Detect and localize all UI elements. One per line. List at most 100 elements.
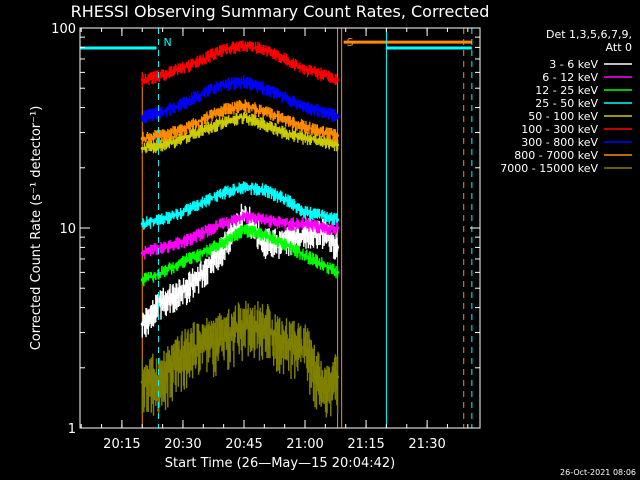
data-point — [336, 115, 340, 119]
data-point — [161, 134, 165, 138]
data-point — [161, 143, 165, 147]
data-point — [181, 137, 185, 141]
data-point — [201, 251, 205, 255]
data-point — [140, 380, 144, 384]
data-point — [283, 57, 287, 61]
series-50-100-kev — [140, 111, 340, 154]
x-axis-label: Start Time (26—May—15 20:04:42) — [165, 456, 395, 471]
data-point — [323, 214, 327, 218]
data-point — [303, 106, 307, 110]
series-12-25-kev — [140, 224, 340, 287]
data-point — [242, 214, 246, 218]
data-point — [181, 101, 185, 105]
data-point — [262, 218, 266, 222]
data-point — [336, 226, 340, 230]
marker-label: N — [164, 36, 172, 49]
data-point — [283, 131, 287, 135]
data-point — [323, 73, 327, 77]
data-point — [242, 185, 246, 189]
data-point — [222, 222, 226, 226]
data-point — [201, 128, 205, 132]
data-point — [161, 375, 165, 379]
data-point — [303, 346, 307, 350]
data-point — [283, 340, 287, 344]
y-axis-label: Corrected Count Rate (s⁻¹ detector⁻¹) — [29, 106, 44, 351]
legend-label: 800 - 7000 keV — [514, 149, 598, 162]
data-point — [323, 131, 327, 135]
series-800-7000-kev — [140, 99, 340, 145]
legend-header-attenuator: Att 0 — [606, 41, 632, 54]
data-point — [201, 57, 205, 61]
data-point — [262, 110, 266, 114]
x-tick-label: 20:30 — [164, 437, 201, 452]
y-tick-label: 1 — [68, 422, 76, 437]
data-point — [222, 108, 226, 112]
data-point — [303, 68, 307, 72]
legend-label: 6 - 12 keV — [542, 71, 598, 84]
data-point — [181, 240, 185, 244]
y-axis-ticks: 1 10 100 — [51, 22, 480, 437]
data-point — [222, 240, 226, 244]
data-point — [323, 263, 327, 267]
data-point — [262, 232, 266, 236]
data-point — [242, 80, 246, 84]
data-point — [181, 210, 185, 214]
data-point — [201, 340, 205, 344]
legend-label: 12 - 25 keV — [535, 84, 598, 97]
data-point — [140, 222, 144, 226]
generation-timestamp: 26-Oct-2021 08:06 — [560, 468, 636, 477]
data-point — [161, 299, 165, 303]
x-tick-label: 21:00 — [286, 437, 323, 452]
data-point — [283, 242, 287, 246]
x-tick-label: 21:30 — [408, 437, 445, 452]
data-point — [161, 218, 165, 222]
legend-label: 7000 - 15000 keV — [500, 162, 598, 175]
data-point — [283, 197, 287, 201]
data-point — [181, 354, 185, 358]
data-point — [283, 117, 287, 121]
data-point — [201, 230, 205, 234]
data-point — [283, 95, 287, 99]
data-point — [140, 278, 144, 282]
series-7000-15000-kev — [140, 301, 340, 418]
data-point — [242, 43, 246, 47]
data-point — [242, 322, 246, 326]
data-point — [140, 251, 144, 255]
series-noise — [141, 211, 339, 260]
data-point — [222, 191, 226, 195]
data-point — [222, 48, 226, 52]
marker-layer: NS — [79, 28, 473, 428]
chart-title: RHESSI Observing Summary Count Rates, Co… — [71, 2, 490, 21]
data-point — [303, 222, 307, 226]
data-point — [336, 134, 340, 138]
data-point — [303, 125, 307, 129]
legend-label: 50 - 100 keV — [528, 110, 598, 123]
series-25-50-kev — [140, 181, 340, 230]
data-point — [181, 128, 185, 132]
series-6-12-kev — [140, 211, 340, 260]
data-point — [201, 270, 205, 274]
data-point — [323, 140, 327, 144]
data-point — [181, 259, 185, 263]
x-tick-label: 21:15 — [347, 437, 384, 452]
data-point — [201, 117, 205, 121]
y-tick-label: 10 — [59, 222, 76, 237]
data-point — [222, 120, 226, 124]
data-point — [242, 228, 246, 232]
legend-label: 300 - 800 keV — [521, 136, 598, 149]
data-point — [222, 83, 226, 87]
data-point — [140, 146, 144, 150]
data-point — [181, 66, 185, 70]
data-point — [140, 137, 144, 141]
data-point — [336, 245, 340, 249]
series-noise — [141, 111, 339, 154]
data-point — [336, 143, 340, 147]
series-noise — [141, 301, 339, 418]
data-point — [262, 122, 266, 126]
data-point — [181, 290, 185, 294]
x-tick-label: 20:45 — [225, 437, 262, 452]
data-point — [303, 230, 307, 234]
data-point — [336, 218, 340, 222]
